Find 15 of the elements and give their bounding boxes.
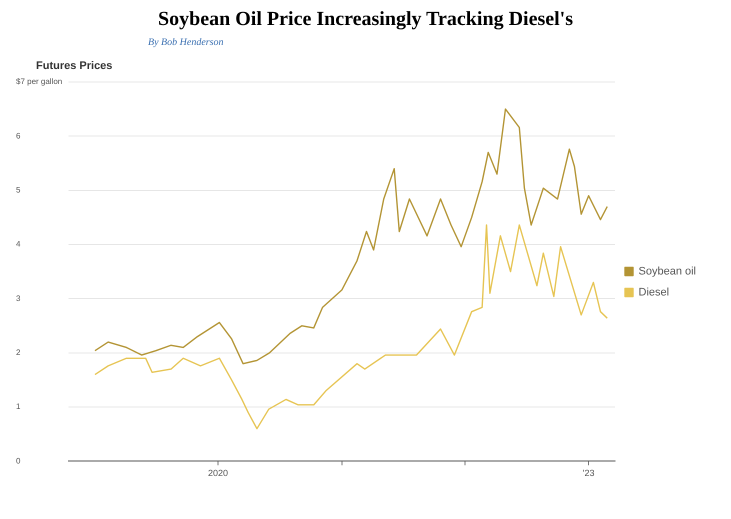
y-tick-label: 1 [16,402,21,412]
y-tick-label: 5 [16,186,21,195]
y-axis-title: Futures Prices [36,60,114,72]
y-tick-label: 0 [16,456,21,466]
y-tick-label: 6 [16,131,21,140]
x-tick-label: '23 [582,468,595,478]
x-tick-label: 2020 [208,468,228,478]
chart-subtitle: By Bob Henderson [148,37,225,48]
y-tick-label: 2 [16,348,21,358]
y-tick-label: 4 [16,240,21,249]
legend-label: Soybean oil [638,266,696,278]
legend-label: Diesel [638,286,670,299]
y-tick-label: 3 [16,294,21,303]
y-tick-label: $7 per gallon [16,77,62,86]
chart-title: Soybean Oil Price Increasingly Tracking Diesel's [157,8,574,31]
